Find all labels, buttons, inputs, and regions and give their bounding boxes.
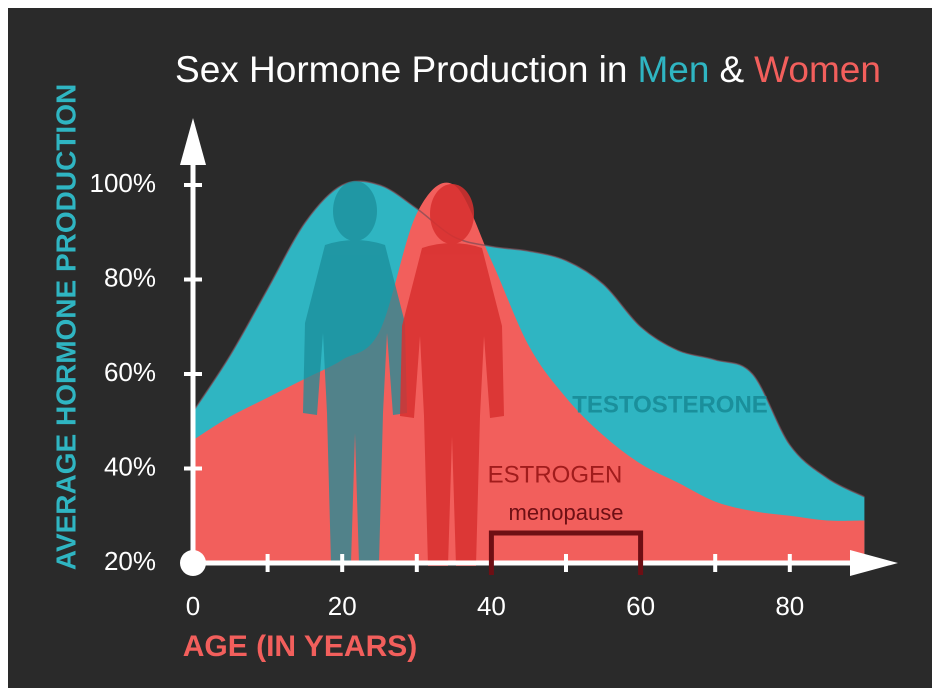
y-tick-label: 80%: [104, 262, 156, 292]
plot-area: 20% 40% 60% 80% 100% 0 20 40 60 80 AVERAGE HORMONE…: [50, 84, 898, 663]
x-tick-label: 40: [477, 591, 506, 621]
x-tick-label: 60: [626, 591, 655, 621]
y-axis-label: AVERAGE HORMONE PRODUCTION: [50, 84, 81, 570]
silhouette: [400, 184, 504, 566]
x-tick-label: 20: [328, 591, 357, 621]
annotation-label: menopause: [509, 500, 624, 525]
y-tick-label: 40%: [104, 451, 156, 481]
title-part: Men: [637, 49, 709, 90]
silhouette-head: [430, 184, 474, 244]
silhouette: [303, 181, 407, 563]
chart-title: Sex Hormone Production in Men & Women: [175, 49, 881, 90]
silhouette-head: [333, 181, 377, 241]
silhouette-body: [303, 240, 407, 563]
x-tick-label: 0: [186, 591, 200, 621]
title-part: &: [719, 49, 744, 90]
silhouette-head: [333, 181, 377, 241]
title-part: Sex Hormone Production in: [175, 49, 627, 90]
menopause-bracket: [488, 530, 644, 575]
x-tick-label: 80: [775, 591, 804, 621]
title-part: Women: [754, 49, 881, 90]
y-tick-label: 100%: [90, 168, 157, 198]
series-label: TESTOSTERONE: [572, 391, 768, 418]
y-axis-arrow: [180, 118, 206, 165]
series-outline: [192, 180, 865, 498]
y-tick-label: 60%: [104, 357, 156, 387]
silhouette-body: [400, 243, 504, 566]
y-tick-label: 20%: [104, 546, 156, 576]
x-axis-arrow: [850, 550, 898, 576]
series-label: ESTROGEN: [488, 461, 623, 488]
origin-dot: [180, 550, 206, 576]
x-axis-label: AGE (IN YEARS): [183, 630, 417, 663]
